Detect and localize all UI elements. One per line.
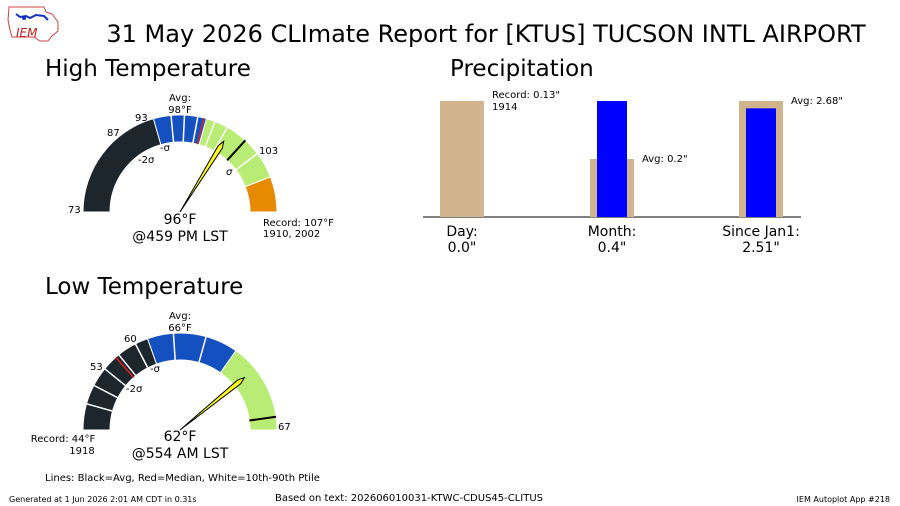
generated-note: Generated at 1 Jun 2026 2:01 AM CDT in 0… [9,495,197,504]
high-percentile-line-4 [213,126,228,152]
high-tick-73: 73 [68,205,81,216]
precip-month-value: 0.4" [598,240,627,256]
low-percentile-line-6 [198,336,207,363]
precip-chart [423,101,801,218]
lines-legend: Lines: Black=Avg, Red=Median, White=10th… [45,473,320,484]
high-temp-gauge [82,114,278,213]
low-percentile-line-0 [86,403,113,412]
low-avg-line [249,415,277,422]
precip-avg-bar-0 [440,101,484,217]
low-band-low [146,332,237,374]
high-record-label: Record: 107°F [263,218,334,229]
low-needle [179,376,246,431]
low-band-lowest [82,337,158,431]
iem-logo: IEM [7,6,59,42]
high-observed-value: 96°F [164,212,197,228]
low-percentile-line-1 [93,384,119,399]
precip-labels: Record: 0.13" 1914 Avg: 0.2" Avg: 2.68" … [446,90,843,256]
precip-day-value: 0.0" [448,240,477,256]
high-tick-103: 103 [259,146,278,157]
low-minus2-sigma: -2σ [126,384,143,395]
high-band-high [244,176,278,213]
high-record-years: 1910, 2002 [263,229,320,240]
logo-text: IEM [16,26,38,40]
low-percentile-line-3 [118,354,137,377]
high-tick-87: 87 [107,128,120,139]
app-note: IEM Autoplot App #218 [797,495,890,504]
source-note: Based on text: 202606010031-KTWC-CDUS45-… [275,493,543,504]
high-percentile-line-2 [192,116,199,144]
high-avg-line [226,139,247,161]
low-record-label: Record: 44°F [31,434,96,445]
high-percentile-line-1 [182,115,186,143]
precip-ytd-label: Since Jan1: [722,224,800,240]
low-percentile-line-2 [104,368,127,387]
precip-month-avg: Avg: 0.2" [642,154,688,165]
precip-month-label: Month: [588,224,637,240]
high-median-line [196,117,205,145]
low-temp-heading: Low Temperature [45,274,243,300]
low-observed-time: @554 AM LST [132,446,229,462]
precip-day-label: Day: [446,224,477,240]
precip-record-label: Record: 0.13" [492,90,560,101]
high-temp-labels: 73 87 93 103 Avg: 98°F -2σ -σ σ Record: … [68,93,334,245]
low-tick-67: 67 [278,422,291,433]
high-percentile-line-5 [235,152,258,171]
low-tick-53: 53 [90,362,103,373]
precip-record-year: 1914 [492,102,517,113]
precip-ytd-avg: Avg: 2.68" [791,96,843,107]
low-median-line [115,356,135,379]
high-temp-heading: High Temperature [45,56,251,82]
high-observed-time: @459 PM LST [132,229,228,245]
high-percentile-line-0 [170,115,175,143]
low-tick-60: 60 [124,334,137,345]
low-percentile-line-5 [172,333,176,361]
high-minus1-sigma: -σ [160,143,171,154]
low-temp-labels: 53 60 67 Avg: 66°F -2σ -σ Record: 44°F 1… [31,311,291,462]
low-record-years: 1918 [69,446,94,457]
high-minus2-sigma: -2σ [138,155,155,166]
high-avg-value: 98°F [168,105,192,116]
precip-heading: Precipitation [450,56,594,82]
low-observed-value: 62°F [164,429,197,445]
high-avg-label: Avg: [169,93,191,104]
high-plus1-sigma: σ [226,167,233,178]
high-percentile-line-3 [204,121,216,147]
low-avg-label: Avg: [169,311,191,322]
precip-obs-bar-1 [597,101,627,217]
low-avg-value: 66°F [168,323,192,334]
low-temp-gauge [82,332,278,431]
low-percentile-line-4 [134,343,149,369]
precip-obs-bar-2 [746,108,776,217]
low-minus1-sigma: -σ [150,364,161,375]
high-tick-93: 93 [135,113,148,124]
page-title: 31 May 2026 CLImate Report for [KTUS] TU… [106,20,866,48]
precip-ytd-value: 2.51" [742,240,780,256]
high-needle [179,140,225,213]
